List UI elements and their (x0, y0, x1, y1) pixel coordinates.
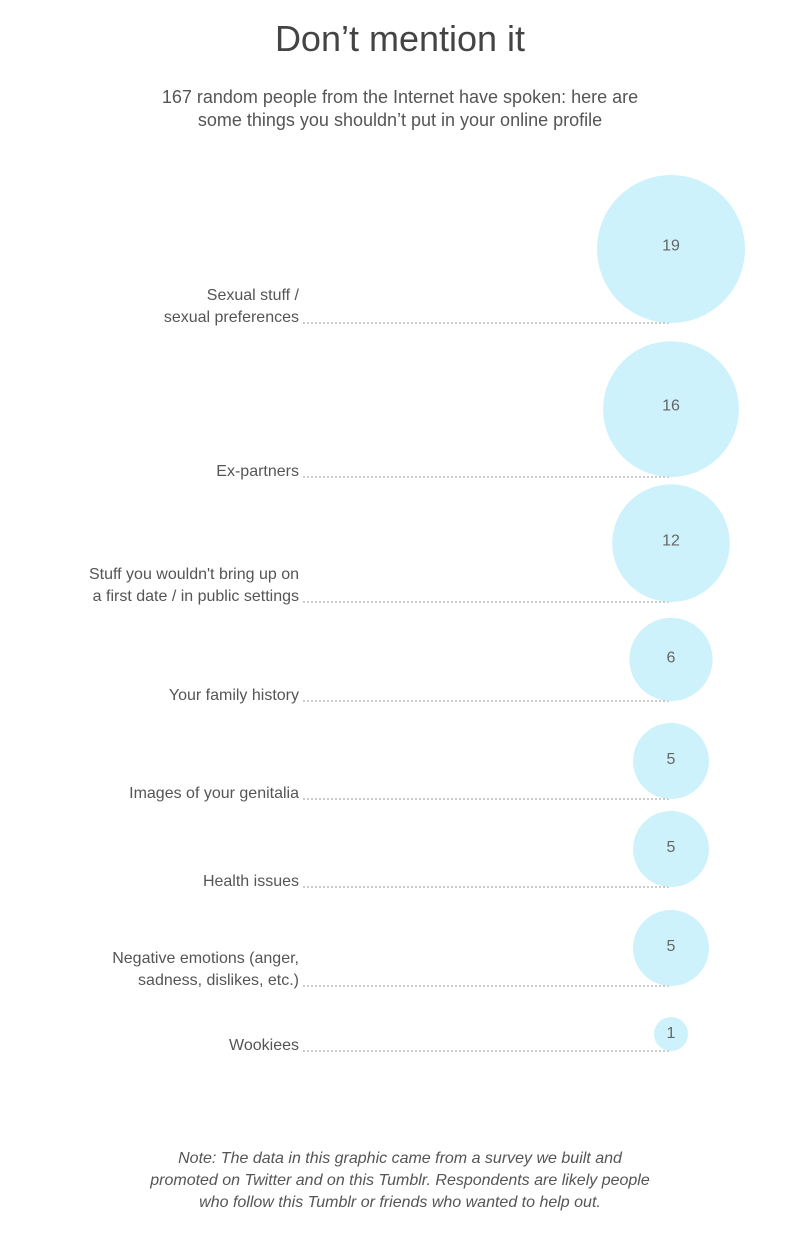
bubble-row: 5 Images of your genitalia (129, 723, 709, 802)
bubble-value-label: 5 (667, 938, 676, 955)
bubble-value-label: 5 (667, 839, 676, 856)
bubble (633, 910, 709, 986)
subtitle-line-1: 167 random people from the Internet have… (161, 87, 639, 107)
category-label: Negative emotions (anger, (112, 950, 299, 967)
category-label: Sexual stuff / (207, 287, 300, 304)
source-note: Note: The data in this graphic came from… (0, 1148, 800, 1214)
category-label: Images of your genitalia (129, 785, 299, 802)
bubble (612, 484, 730, 602)
chart-subtitle: 167 random people from the Internet have… (0, 86, 800, 132)
bubble-value-label: 1 (667, 1025, 676, 1042)
bubble-row: 12 Stuff you wouldn't bring up on a first … (89, 484, 730, 605)
bubble-row: 6 Your family history (169, 617, 713, 704)
subtitle-line-2: some things you shouldn’t put in your on… (197, 110, 603, 130)
bubble (629, 617, 713, 702)
bubble-row: 19 Sexual stuff / sexual preferences (164, 175, 745, 326)
bubble (597, 175, 745, 323)
category-label: sadness, dislikes, etc.) (138, 972, 299, 989)
bubble (633, 723, 709, 799)
category-label: Stuff you wouldn't bring up on (89, 566, 299, 583)
note-line-2: promoted on Twitter and on this Tumblr. … (150, 1172, 650, 1189)
bubble-value-label: 12 (662, 532, 680, 549)
bubble-value-label: 5 (667, 751, 676, 768)
bubble-value-label: 19 (662, 237, 680, 254)
category-label: Health issues (203, 873, 299, 890)
category-label: sexual preferences (164, 309, 299, 326)
bubble (603, 341, 739, 477)
category-label: Ex-partners (216, 463, 299, 480)
bubble-row: 5 Negative emotions (anger, sadness, disli… (112, 910, 709, 989)
category-label: a first date / in public settings (93, 588, 299, 605)
note-line-1: Note: The data in this graphic came from… (178, 1150, 622, 1167)
bubble-value-label: 16 (662, 398, 680, 415)
bubble-value-label: 6 (667, 649, 676, 666)
category-label: Wookiees (229, 1037, 299, 1054)
note-line-3: who follow this Tumblr or friends who wa… (199, 1194, 601, 1211)
bubble (654, 1017, 688, 1051)
bubble-row: 1 Wookiees (229, 1017, 688, 1054)
bubble-row: 5 Health issues (203, 811, 709, 890)
chart-title: Don’t mention it (274, 18, 526, 59)
category-label: Your family history (169, 687, 299, 704)
bubble-row: 16 Ex-partners (216, 341, 739, 480)
bubble (633, 811, 709, 887)
